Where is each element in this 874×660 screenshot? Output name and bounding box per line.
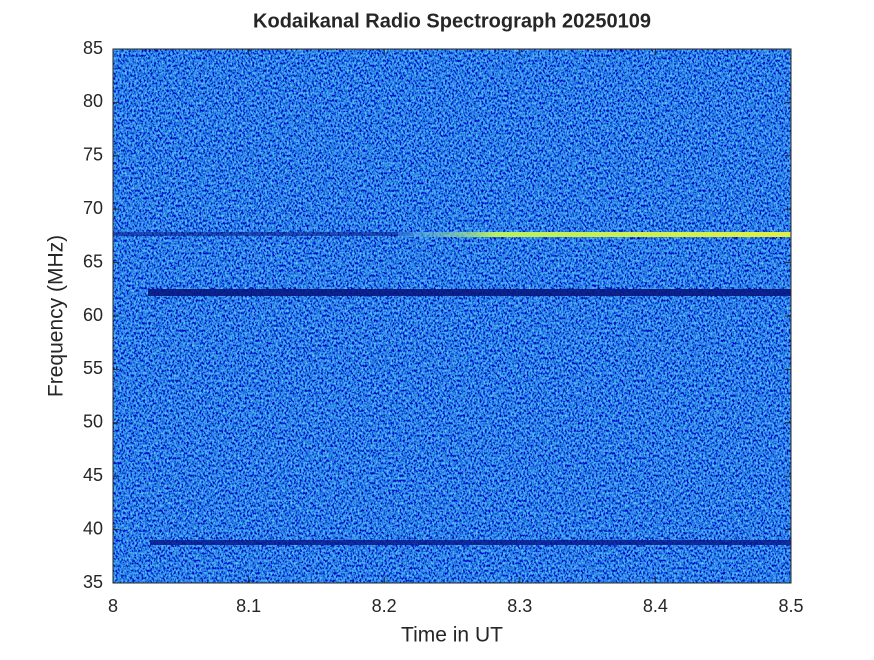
y-tick-label: 55 xyxy=(83,358,103,378)
y-tick-label: 50 xyxy=(83,412,103,432)
x-axis-label: Time in UT xyxy=(401,624,503,647)
y-tick-label: 60 xyxy=(83,305,103,325)
x-tick-label: 8.5 xyxy=(778,596,803,616)
y-tick-label: 65 xyxy=(83,251,103,271)
y-tick-label: 80 xyxy=(83,91,103,111)
x-tick-label: 8.3 xyxy=(507,596,532,616)
y-tick-label: 85 xyxy=(83,38,103,58)
y-axis-label: Frequency (MHz) xyxy=(45,235,68,397)
y-tick-label: 75 xyxy=(83,145,103,165)
x-tick-label: 8.2 xyxy=(372,596,397,616)
x-tick-label: 8.4 xyxy=(643,596,668,616)
x-tick-label: 8 xyxy=(108,596,118,616)
y-tick-label: 45 xyxy=(83,465,103,485)
y-tick-label: 70 xyxy=(83,198,103,218)
y-tick-label: 40 xyxy=(83,518,103,538)
x-tick-label: 8.1 xyxy=(236,596,261,616)
y-tick-label: 35 xyxy=(83,572,103,592)
chart-title: Kodaikanal Radio Spectrograph 20250109 xyxy=(253,10,651,32)
spectrogram-image xyxy=(113,49,791,583)
